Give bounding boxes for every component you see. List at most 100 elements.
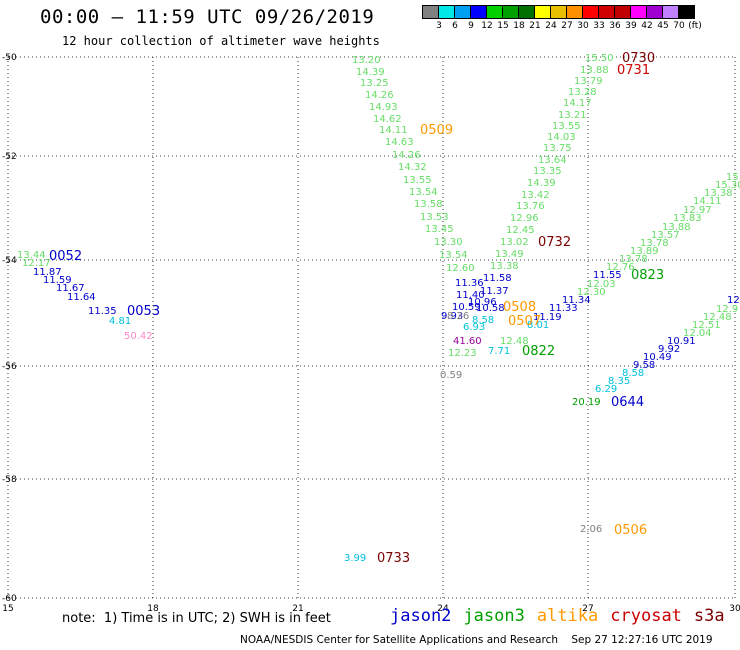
wave-height-label: 3.99 (344, 553, 366, 564)
legend-item-jason3: jason3 (463, 606, 525, 626)
footer-credit: NOAA/NESDIS Center for Satellite Applica… (240, 634, 713, 646)
legend-item-jason2: jason2 (390, 606, 452, 626)
color-scale-label: 27 (561, 21, 573, 31)
legend-item-s3a: s3a (693, 606, 725, 626)
pass-time-label: 0730 (622, 51, 655, 66)
wave-height-label: 11.67 (56, 283, 85, 294)
color-scale-label: 33 (593, 21, 605, 31)
wave-height-label: 9.93 (441, 311, 463, 322)
wave-height-label: 14.26 (365, 90, 394, 101)
color-scale-label: 39 (625, 21, 637, 31)
latitude-label: -54 (2, 256, 17, 266)
color-scale-label: 30 (577, 21, 589, 31)
latitude-label: -56 (2, 362, 17, 372)
color-scale-label: 70 (673, 21, 685, 31)
wave-height-label: 13.64 (538, 155, 567, 166)
wave-height-label: 12.60 (446, 263, 475, 274)
wave-height-label: 13.21 (558, 110, 587, 121)
pass-time-label: 0508 (503, 300, 536, 315)
pass-time-label: 0507 (508, 314, 541, 329)
color-scale-label: 24 (545, 21, 557, 31)
wave-height-label: 50.42 (124, 331, 153, 342)
longitude-label: 21 (292, 604, 303, 614)
wave-height-label: 13.78 (619, 254, 648, 265)
wave-height-label: 6.93 (463, 322, 485, 333)
color-scale-label: 18 (513, 21, 525, 31)
wave-height-label: 14.93 (369, 102, 398, 113)
pass-time-label: 0053 (127, 304, 160, 319)
longitude-label: 24 (437, 604, 449, 614)
longitude-label: 27 (582, 604, 593, 614)
latitude-labels: -50 -52 -54 -56 -58 -60 (2, 53, 17, 604)
wave-height-label: 13.28 (568, 87, 597, 98)
wave-height-label: 11.37 (480, 286, 509, 297)
wave-height-label: 13.38 (490, 261, 519, 272)
wave-height-label: 13.38 (704, 188, 733, 199)
wave-height-label: 13.57 (651, 230, 680, 241)
wave-height-label: 13.25 (360, 78, 389, 89)
latitude-label: -50 (2, 53, 17, 63)
color-scale-bar (422, 5, 695, 19)
wave-height-label: 13.89 (630, 246, 659, 257)
longitude-label: 18 (147, 604, 159, 614)
wave-height-label: 20.19 (572, 397, 601, 408)
wave-height-label: 13.54 (439, 250, 468, 261)
latitude-label: -58 (2, 475, 17, 485)
wave-height-label: 11.40 (456, 290, 485, 301)
wave-height-label: 12.30 (577, 287, 606, 298)
wave-height-label: 13.42 (521, 190, 550, 201)
pass-time-label: 0732 (538, 235, 571, 250)
wave-height-label: 12.03 (587, 279, 616, 290)
wave-height-label: 9.58 (633, 360, 655, 371)
wave-height-label: 14.32 (398, 162, 427, 173)
wave-height-label: 12.9 (716, 304, 738, 315)
longitude-label: 15 (2, 604, 13, 614)
latitude-label: -60 (2, 594, 17, 604)
wave-height-label: 9.92 (658, 344, 680, 355)
pass-time-label: 0822 (522, 344, 555, 359)
wave-height-label: 12.04 (683, 328, 712, 339)
wave-height-label: 14.03 (547, 132, 576, 143)
wave-height-label: 11.36 (455, 278, 484, 289)
wave-height-label: 10.58 (476, 303, 505, 314)
wave-height-label: 13.55 (403, 175, 432, 186)
wave-height-label: 13.30 (434, 237, 463, 248)
wave-height-label: 13.20 (352, 55, 381, 66)
wave-height-label: 12.23 (448, 348, 477, 359)
wave-height-label: 11.34 (562, 295, 591, 306)
wave-height-label: 13.83 (673, 213, 702, 224)
wave-height-label: 8.58 (472, 315, 494, 326)
pass-time-label: 0506 (614, 523, 647, 538)
wave-height-label: 13.55 (552, 121, 581, 132)
wave-height-label: 10.96 (468, 297, 497, 308)
wave-height-label: 41.60 (453, 336, 482, 347)
wave-height-label: 11.59 (43, 275, 72, 286)
wave-height-label: 14.11 (379, 125, 408, 136)
color-scale-swatch (678, 5, 695, 19)
pass-time-label: 0509 (420, 123, 453, 138)
wave-height-label: 13.58 (414, 199, 443, 210)
wave-height-label: 14.26 (392, 150, 421, 161)
satellite-legend: jason2 jason3 altika cryosat s3a (390, 606, 737, 626)
wave-height-label: 13.88 (662, 222, 691, 233)
wave-height-label: 13.53 (420, 212, 449, 223)
wave-height-label: 4.81 (109, 316, 131, 327)
pass-time-label: 0052 (49, 249, 82, 264)
color-scale-label: 21 (529, 21, 541, 31)
wave-height-track-labels: 13.2014.3913.2514.2614.9314.6214.1114.63… (17, 51, 740, 566)
wave-height-label: 13.45 (425, 224, 454, 235)
wave-height-label: 13.79 (574, 76, 603, 87)
wave-height-label: 12.97 (683, 205, 712, 216)
longitude-labels: 15 18 21 24 27 30 (2, 604, 740, 614)
longitude-label: 30 (729, 604, 740, 614)
note-text: note: 1) Time is in UTC; 2) SWH is in fe… (62, 611, 331, 626)
page-title: 00:00 – 11:59 UTC 09/26/2019 (40, 6, 375, 28)
wave-height-label: 13.78 (640, 238, 669, 249)
wave-height-label: 14.39 (356, 67, 385, 78)
wave-height-label: 13.35 (533, 166, 562, 177)
pass-time-label: 0644 (611, 395, 644, 410)
wave-height-label: 13.76 (516, 201, 545, 212)
wave-height-label: 10.59 (452, 302, 481, 313)
map-grid (7, 56, 736, 599)
color-scale-label: 15 (497, 21, 509, 31)
